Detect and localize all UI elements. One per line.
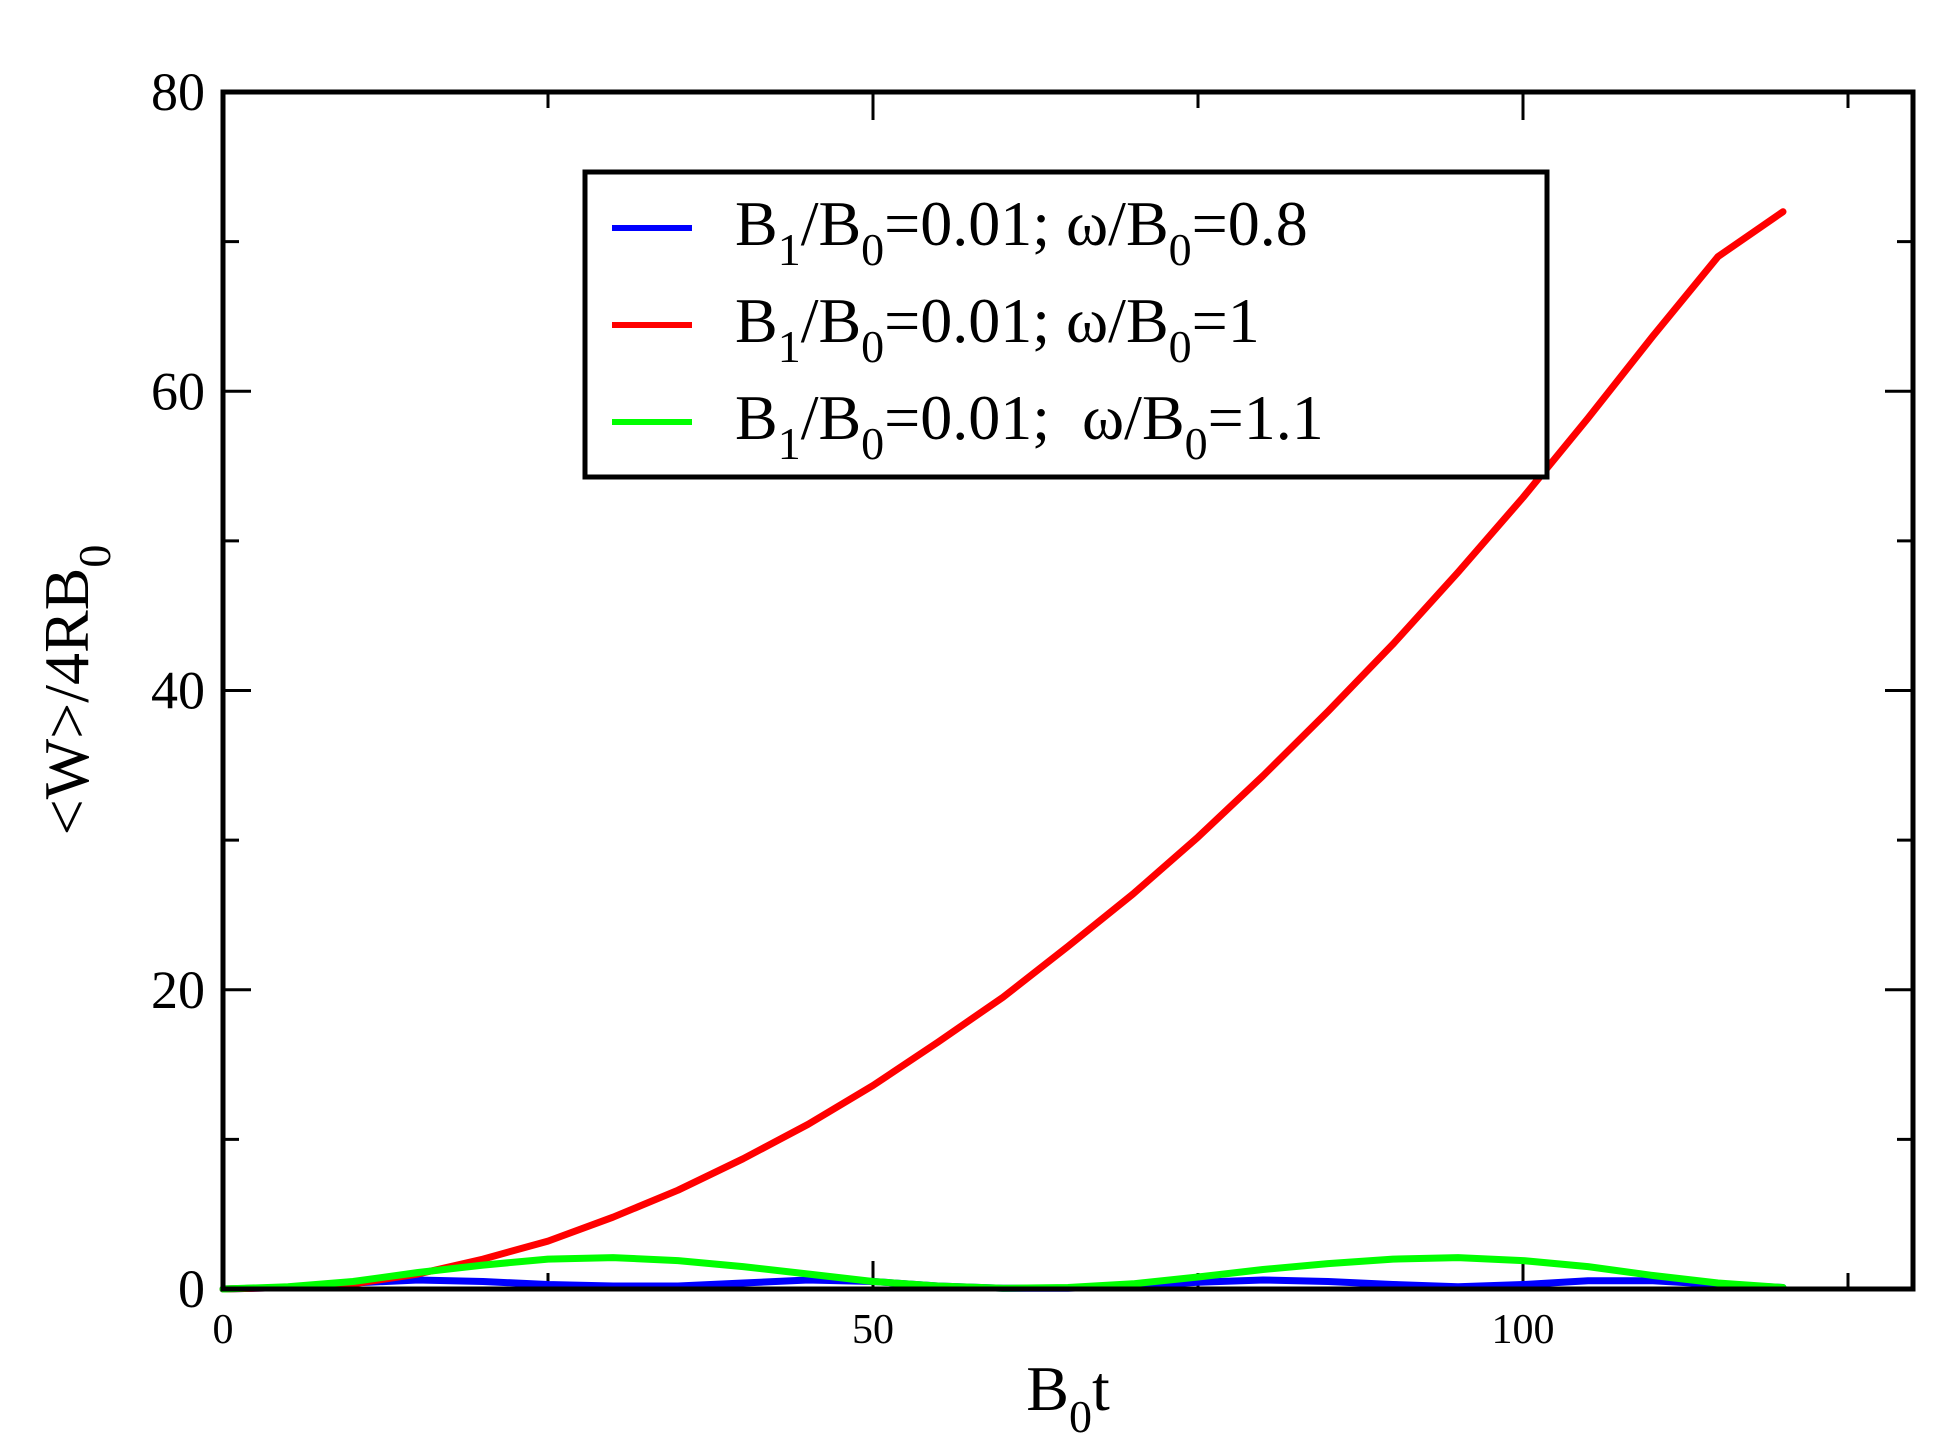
y-axis-label-sub: 0 xyxy=(69,545,120,568)
x-axis-label-sub: 0 xyxy=(1069,1391,1092,1440)
y-axis-label-main: <W>/4RB xyxy=(31,568,102,836)
tick-labels: 0 50 100 0 20 40 60 80 xyxy=(151,62,1555,1353)
y-tick-label: 20 xyxy=(151,960,205,1020)
y-tick-label: 40 xyxy=(151,661,205,721)
y-tick-label: 80 xyxy=(151,62,205,122)
y-axis-label: <W>/4RB0 xyxy=(31,545,120,836)
legend-box xyxy=(582,169,1550,480)
x-axis-label-tail: t xyxy=(1092,1353,1110,1424)
x-tick-label: 0 xyxy=(213,1307,234,1353)
x-axis-label-main: B xyxy=(1026,1353,1069,1424)
legend-label-0: B1/B0=0.01; ω/B0=0.8 xyxy=(735,188,1308,275)
legend-label-2: B1/B0=0.01; ω/B0=1.1 xyxy=(735,382,1324,469)
plot-frame xyxy=(220,89,1916,1292)
legend-label-1: B1/B0=0.01; ω/B0=1 xyxy=(735,285,1260,372)
series-line-1 xyxy=(219,208,1787,1293)
y-tick-label: 0 xyxy=(178,1259,205,1319)
x-tick-label: 50 xyxy=(852,1307,894,1353)
x-tick-label: 100 xyxy=(1492,1307,1555,1353)
legend: B1/B0=0.01; ω/B0=0.8 B1/B0=0.01; ω/B0=1 … xyxy=(582,169,1550,480)
y-tick-label: 60 xyxy=(151,361,205,421)
x-axis-label: B0t xyxy=(1026,1353,1110,1440)
